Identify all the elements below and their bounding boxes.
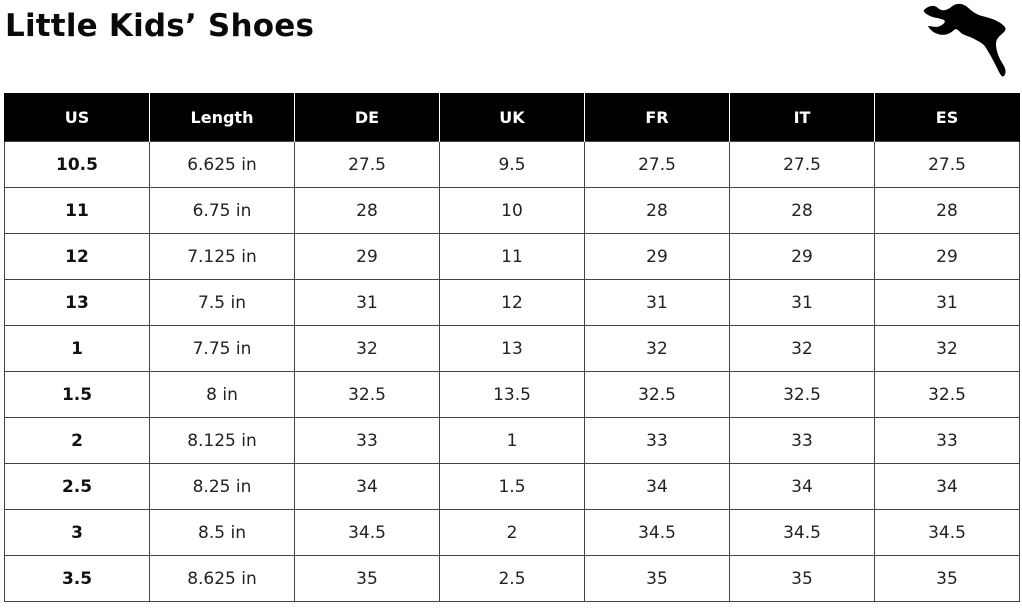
cell-es: 34 [874,463,1020,510]
cell-de: 29 [294,233,440,280]
cell-it: 31 [729,279,875,326]
cell-it: 29 [729,233,875,280]
cell-length: 7.75 in [149,325,295,372]
table-row: 13 7.5 in 31 12 31 31 31 [4,279,1020,326]
cell-es: 27.5 [874,141,1020,188]
column-header-it: IT [729,93,875,142]
column-header-us: US [4,93,150,142]
cell-es: 28 [874,187,1020,234]
cell-us: 2.5 [4,463,150,510]
cell-fr: 27.5 [584,141,730,188]
cell-length: 8.5 in [149,509,295,556]
cell-us: 1 [4,325,150,372]
column-header-de: DE [294,93,440,142]
cell-us: 10.5 [4,141,150,188]
cell-it: 35 [729,555,875,602]
table-row: 2.5 8.25 in 34 1.5 34 34 34 [4,463,1020,510]
cell-fr: 33 [584,417,730,464]
cell-fr: 35 [584,555,730,602]
cell-length: 8 in [149,371,295,418]
column-header-es: ES [874,93,1020,142]
cell-length: 8.625 in [149,555,295,602]
cell-it: 32.5 [729,371,875,418]
cell-fr: 31 [584,279,730,326]
table-body: 10.5 6.625 in 27.5 9.5 27.5 27.5 27.5 11 6.75 in… [4,141,1020,602]
cell-es: 33 [874,417,1020,464]
cell-us: 12 [4,233,150,280]
cell-uk: 13 [439,325,585,372]
cell-uk: 12 [439,279,585,326]
table-row: 3.5 8.625 in 35 2.5 35 35 35 [4,555,1020,602]
table-row: 10.5 6.625 in 27.5 9.5 27.5 27.5 27.5 [4,141,1020,188]
cell-es: 32 [874,325,1020,372]
cell-it: 33 [729,417,875,464]
cell-de: 32 [294,325,440,372]
cell-es: 34.5 [874,509,1020,556]
cell-de: 33 [294,417,440,464]
cell-de: 28 [294,187,440,234]
cell-it: 27.5 [729,141,875,188]
cell-it: 28 [729,187,875,234]
cell-us: 2 [4,417,150,464]
cell-length: 6.75 in [149,187,295,234]
table-row: 11 6.75 in 28 10 28 28 28 [4,187,1020,234]
puma-logo-icon [923,3,1006,77]
cell-uk: 1.5 [439,463,585,510]
cell-uk: 13.5 [439,371,585,418]
cell-uk: 2 [439,509,585,556]
cell-us: 3.5 [4,555,150,602]
cell-uk: 9.5 [439,141,585,188]
cell-uk: 11 [439,233,585,280]
cell-fr: 28 [584,187,730,234]
cell-fr: 32 [584,325,730,372]
cell-de: 31 [294,279,440,326]
cell-length: 7.125 in [149,233,295,280]
cell-us: 11 [4,187,150,234]
cell-fr: 34.5 [584,509,730,556]
cell-length: 6.625 in [149,141,295,188]
table-row: 1.5 8 in 32.5 13.5 32.5 32.5 32.5 [4,371,1020,418]
table-header-row: US Length DE UK FR IT ES [4,93,1020,142]
table-row: 1 7.75 in 32 13 32 32 32 [4,325,1020,372]
cell-fr: 34 [584,463,730,510]
cell-us: 13 [4,279,150,326]
cell-de: 34.5 [294,509,440,556]
table-row: 2 8.125 in 33 1 33 33 33 [4,417,1020,464]
column-header-uk: UK [439,93,585,142]
cell-de: 27.5 [294,141,440,188]
column-header-fr: FR [584,93,730,142]
cell-it: 34.5 [729,509,875,556]
size-chart-table: US Length DE UK FR IT ES 10.5 6.625 in 27.5 9.5 27… [4,93,1020,602]
cell-us: 1.5 [4,371,150,418]
cell-de: 35 [294,555,440,602]
cell-fr: 32.5 [584,371,730,418]
cell-uk: 1 [439,417,585,464]
cell-es: 35 [874,555,1020,602]
cell-it: 32 [729,325,875,372]
cell-fr: 29 [584,233,730,280]
table-row: 12 7.125 in 29 11 29 29 29 [4,233,1020,280]
cell-uk: 2.5 [439,555,585,602]
cell-uk: 10 [439,187,585,234]
cell-de: 34 [294,463,440,510]
cell-de: 32.5 [294,371,440,418]
cell-es: 32.5 [874,371,1020,418]
cell-length: 7.5 in [149,279,295,326]
cell-length: 8.125 in [149,417,295,464]
cell-es: 31 [874,279,1020,326]
page-title: Little Kids’ Shoes [5,8,315,44]
cell-us: 3 [4,509,150,556]
cell-es: 29 [874,233,1020,280]
table-row: 3 8.5 in 34.5 2 34.5 34.5 34.5 [4,509,1020,556]
cell-it: 34 [729,463,875,510]
column-header-length: Length [149,93,295,142]
cell-length: 8.25 in [149,463,295,510]
